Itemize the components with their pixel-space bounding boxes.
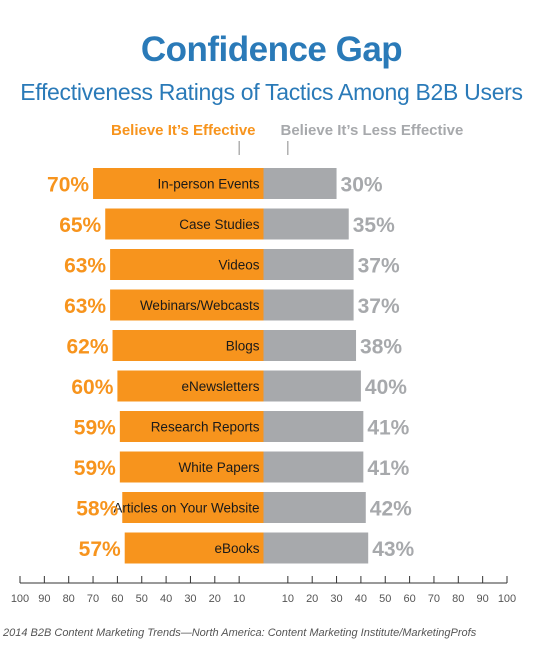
chart-title: Confidence Gap: [140, 30, 403, 69]
bar-effective: [93, 168, 264, 199]
data-label-less-effective: 30%: [341, 174, 383, 197]
x-tick-label: 10: [233, 593, 245, 605]
bar-less-effective: [263, 411, 364, 442]
data-label-effective: 59%: [74, 457, 116, 480]
x-tick-label: 20: [306, 593, 318, 605]
category-label: Articles on Your Website: [113, 501, 259, 516]
data-label-effective: 63%: [64, 295, 106, 318]
data-label-less-effective: 41%: [367, 417, 409, 440]
x-tick-label: 20: [209, 593, 221, 605]
source-footnote: 2014 B2B Content Marketing Trends—North …: [3, 627, 477, 639]
bar-less-effective: [263, 370, 361, 402]
chart-subtitle: Effectiveness Ratings of Tactics Among B…: [20, 79, 523, 105]
x-tick-label: 100: [11, 593, 29, 605]
category-label: Case Studies: [179, 217, 260, 232]
x-tick-label: 60: [111, 593, 123, 605]
x-tick-label: 90: [477, 593, 489, 605]
x-tick-label: 50: [379, 593, 391, 605]
data-label-less-effective: 40%: [365, 376, 407, 399]
bar-less-effective: [263, 249, 354, 280]
data-label-effective: 57%: [79, 538, 121, 561]
bar-less-effective: [263, 451, 364, 483]
bar-effective: [119, 411, 264, 442]
bar-less-effective: [263, 532, 369, 564]
x-tick-label: 10: [282, 593, 294, 605]
x-tick-label: 40: [355, 593, 367, 605]
x-tick-label: 30: [330, 593, 342, 605]
legend-less-effective: Believe It’s Less Effective: [281, 122, 464, 139]
data-label-less-effective: 41%: [367, 457, 409, 480]
x-tick-label: 80: [63, 593, 75, 605]
category-label: White Papers: [178, 460, 259, 475]
bar-effective: [119, 451, 264, 483]
data-label-effective: 63%: [64, 255, 106, 278]
category-label: Research Reports: [151, 420, 260, 435]
category-label: Videos: [218, 258, 259, 273]
data-label-effective: 62%: [66, 336, 108, 359]
data-label-effective: 60%: [71, 376, 113, 399]
x-tick-label: 100: [498, 593, 516, 605]
data-label-effective: 70%: [47, 174, 89, 197]
x-tick-label: 60: [403, 593, 415, 605]
x-tick-label: 40: [160, 593, 172, 605]
data-label-less-effective: 42%: [370, 498, 412, 521]
data-label-less-effective: 35%: [353, 214, 395, 237]
x-tick-label: 80: [452, 593, 464, 605]
bar-less-effective: [263, 330, 357, 361]
bar-less-effective: [263, 492, 366, 523]
bar-less-effective: [263, 208, 349, 240]
x-tick-label: 70: [428, 593, 440, 605]
data-label-effective: 65%: [59, 214, 101, 237]
category-label: eBooks: [214, 541, 259, 556]
category-label: Blogs: [226, 339, 260, 354]
x-tick-label: 70: [87, 593, 99, 605]
bar-less-effective: [263, 168, 337, 199]
bar-effective: [122, 492, 264, 523]
category-label: eNewsletters: [181, 379, 259, 394]
data-label-less-effective: 43%: [372, 538, 414, 561]
x-tick-label: 30: [184, 593, 196, 605]
data-label-effective: 58%: [76, 498, 118, 521]
data-label-less-effective: 38%: [360, 336, 402, 359]
bar-less-effective: [263, 289, 354, 321]
bar-effective: [117, 370, 264, 402]
category-label: In-person Events: [157, 177, 259, 192]
data-label-effective: 59%: [74, 417, 116, 440]
bar-effective: [110, 289, 264, 321]
data-label-less-effective: 37%: [358, 295, 400, 318]
x-tick-label: 50: [136, 593, 148, 605]
bar-effective: [124, 532, 264, 564]
legend-effective: Believe It’s Effective: [111, 122, 256, 139]
x-tick-label: 90: [38, 593, 50, 605]
category-label: Webinars/Webcasts: [140, 298, 260, 313]
bar-effective: [105, 208, 264, 240]
data-label-less-effective: 37%: [358, 255, 400, 278]
bar-effective: [112, 330, 264, 361]
bar-effective: [110, 249, 264, 280]
